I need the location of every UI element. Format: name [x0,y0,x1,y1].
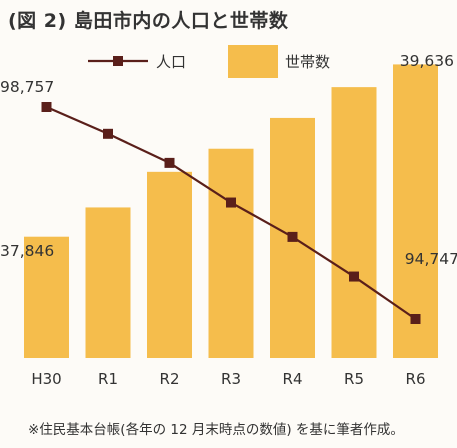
tick-label-h30: H30 [31,370,61,388]
point-r2 [164,157,175,168]
point-r3 [226,197,236,208]
legend-label-population: 人口 [156,53,186,71]
bar-r3 [208,148,254,358]
line-series-population [41,102,421,324]
source-note: ※住民基本台帳(各年の 12 月末時点の数値) を基に筆者作成。 [28,422,404,438]
bar-r5 [331,87,377,358]
legend-marker-swatch [113,56,123,66]
point-r6 [410,314,421,324]
tick-label-r4: R4 [283,370,303,388]
point-r1 [103,128,113,139]
point-r5 [349,271,359,282]
legend-bar-swatch [228,45,278,78]
tick-label-r6: R6 [406,370,426,388]
chart-legend: 人口 世帯数 [88,45,330,78]
point-h30 [41,102,52,112]
bar-r6 [393,64,438,358]
data-label-households-r6: 39,636 [400,52,454,70]
legend-label-households: 世帯数 [285,53,330,71]
tick-label-r2: R2 [160,370,180,388]
tick-label-r1: R1 [98,370,118,388]
data-labels: 98,757 37,846 39,636 94,747 [0,52,457,268]
data-label-households-h30: 37,846 [0,242,54,260]
point-r4 [287,231,298,242]
x-axis-ticks: H30 R1 R2 R3 R4 R5 R6 [31,370,425,388]
data-label-population-r6: 94,747 [405,250,457,268]
bar-r2 [147,171,192,358]
bar-r1 [85,207,131,358]
tick-label-r5: R5 [344,370,364,388]
bar-series-households [24,64,438,359]
bar-h30 [24,236,69,358]
chart-title: (図 2) 島田市内の人口と世帯数 [8,10,289,32]
tick-label-r3: R3 [221,370,241,388]
data-label-population-h30: 98,757 [0,78,54,96]
